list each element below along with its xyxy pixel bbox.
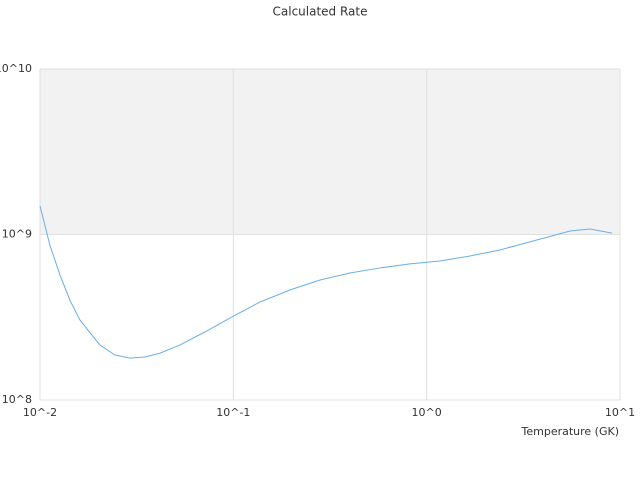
line-series (39, 205, 613, 359)
plot-band (40, 69, 620, 235)
chart-title: Calculated Rate (273, 5, 368, 19)
x-tick-label: 10^-1 (216, 406, 250, 419)
x-tick-label: 10^-2 (23, 406, 57, 419)
y-tick-label: 10^9 (2, 228, 32, 241)
y-tick-label: 10^8 (2, 393, 32, 406)
x-axis-label: Temperature (GK) (521, 425, 620, 438)
y-tick-label: 10^10 (0, 62, 32, 75)
x-tick-label: 10^1 (605, 406, 635, 419)
x-tick-label: 10^0 (412, 406, 442, 419)
